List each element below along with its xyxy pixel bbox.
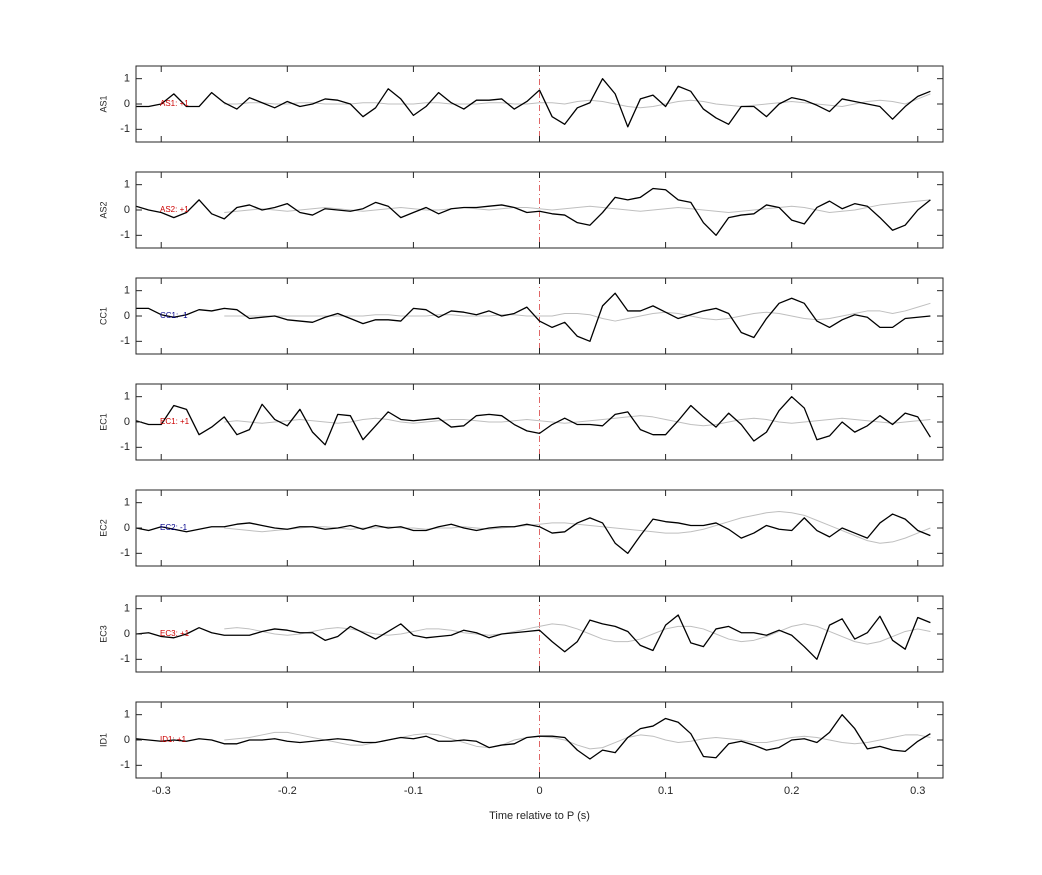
y-tick-label: -1: [120, 229, 130, 241]
y-tick-label: 1: [124, 603, 130, 615]
plot-area: [136, 384, 943, 460]
y-axis-label: EC3: [98, 625, 108, 643]
y-axis-label: EC2: [98, 519, 108, 537]
y-axis-label: CC1: [98, 307, 108, 325]
y-tick-label: -1: [120, 547, 130, 559]
y-tick-label: 0: [124, 628, 130, 640]
y-tick-label: 1: [124, 179, 130, 191]
y-tick-label: 0: [124, 310, 130, 322]
trace-line: [136, 187, 931, 236]
y-tick-label: 0: [124, 204, 130, 216]
x-tick-label: -0.3: [152, 785, 171, 797]
plot-area: [136, 596, 943, 672]
y-tick-label: 1: [124, 285, 130, 297]
y-tick-label: 0: [124, 98, 130, 110]
trace-line: [224, 302, 931, 322]
y-tick-label: -1: [120, 123, 130, 135]
y-tick-label: 1: [124, 497, 130, 509]
trace-line: [136, 513, 931, 554]
y-tick-label: 1: [124, 73, 130, 85]
trace-line: [136, 292, 931, 342]
y-tick-label: 0: [124, 416, 130, 428]
annotation: EC3: +1: [160, 629, 190, 638]
trace-line: [224, 199, 931, 214]
y-axis-label: ID1: [98, 733, 108, 747]
x-axis-label: Time relative to P (s): [489, 810, 590, 822]
plot-area: [136, 66, 943, 142]
y-tick-label: -1: [120, 441, 130, 453]
plot-lines: [136, 78, 931, 128]
x-tick-label: -0.2: [278, 785, 297, 797]
plot-area: [136, 172, 943, 248]
y-tick-label: -1: [120, 335, 130, 347]
annotation: AS2: +1: [160, 205, 189, 214]
y-axis-label: AS1: [98, 95, 108, 112]
plot-area: [136, 490, 943, 566]
annotation: EC1: +1: [160, 417, 190, 426]
trace-line: [224, 511, 931, 544]
annotation: EC2: -1: [160, 523, 188, 532]
plot-lines: [136, 187, 931, 236]
x-tick-label: 0.3: [910, 785, 925, 797]
plot-lines: [136, 292, 931, 342]
trace-line: [224, 731, 931, 750]
x-tick-label: -0.1: [404, 785, 423, 797]
y-tick-label: 1: [124, 709, 130, 721]
trace-line: [136, 78, 931, 128]
annotation: CC1: -1: [160, 311, 188, 320]
x-tick-label: 0: [536, 785, 542, 797]
y-tick-label: 1: [124, 391, 130, 403]
x-tick-label: 0.2: [784, 785, 799, 797]
y-tick-label: -1: [120, 653, 130, 665]
trace-line: [224, 623, 931, 645]
annotation: ID1: +1: [160, 735, 187, 744]
y-tick-label: 0: [124, 522, 130, 534]
y-axis-label: EC1: [98, 413, 108, 431]
plot-lines: [136, 396, 931, 446]
plot-lines: [136, 714, 931, 760]
y-tick-label: -1: [120, 759, 130, 771]
trace-line: [136, 396, 931, 446]
annotation: AS1: +1: [160, 99, 189, 108]
x-tick-label: 0.1: [658, 785, 673, 797]
trace-line: [136, 614, 931, 660]
y-tick-label: 0: [124, 734, 130, 746]
y-axis-label: AS2: [98, 201, 108, 218]
trace-line: [224, 415, 931, 427]
plot-lines: [136, 511, 931, 554]
plot-lines: [136, 614, 931, 660]
trace-line: [136, 714, 931, 760]
